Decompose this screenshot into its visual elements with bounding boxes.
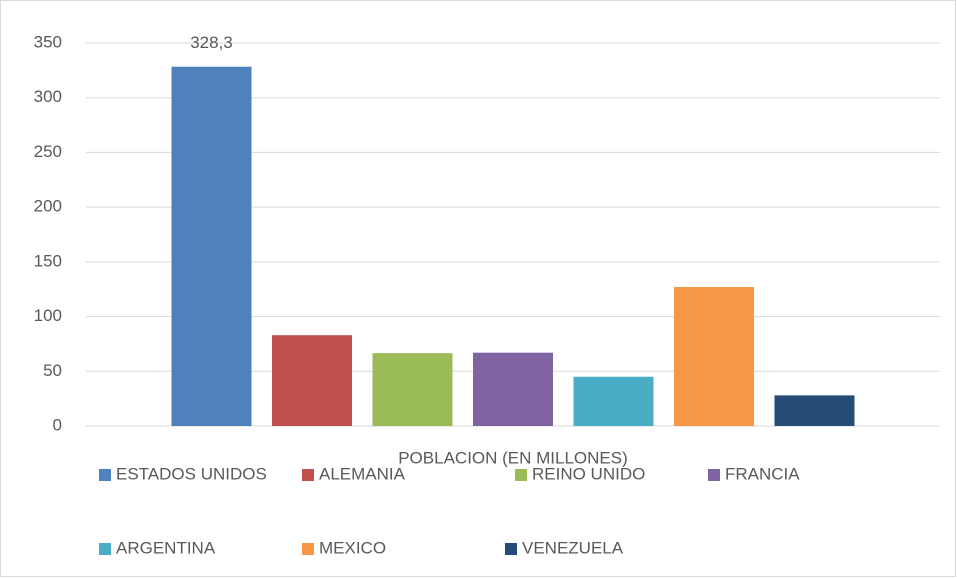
bar — [473, 352, 553, 426]
y-tick-label: 300 — [34, 87, 62, 106]
legend-swatch — [302, 543, 314, 555]
legend-label: ALEMANIA — [319, 464, 406, 483]
y-tick-label: 200 — [34, 197, 62, 216]
y-tick-label: 150 — [34, 251, 62, 270]
bar — [272, 335, 352, 426]
y-tick-label: 0 — [53, 415, 62, 434]
y-tick-label: 350 — [34, 32, 62, 51]
bar — [171, 66, 252, 426]
y-tick-label: 100 — [34, 306, 62, 325]
data-label: 328,3 — [190, 33, 233, 52]
legend-swatch — [302, 469, 314, 481]
legend-label: REINO UNIDO — [532, 464, 645, 483]
y-tick-label: 250 — [34, 142, 62, 161]
legend-label: MEXICO — [319, 538, 386, 557]
legend-swatch — [99, 469, 111, 481]
bar — [774, 395, 855, 426]
y-tick-label: 50 — [43, 361, 62, 380]
legend-label: ARGENTINA — [116, 538, 216, 557]
legend-swatch — [515, 469, 527, 481]
legend-label: FRANCIA — [725, 464, 800, 483]
legend-swatch — [708, 469, 720, 481]
legend-label: VENEZUELA — [522, 538, 624, 557]
bar — [674, 287, 754, 426]
legend-swatch — [505, 543, 517, 555]
bar — [573, 376, 654, 426]
legend-swatch — [99, 543, 111, 555]
x-tick-label: POBLACION (EN MILLONES) — [398, 448, 628, 467]
bar — [372, 353, 453, 426]
legend-label: ESTADOS UNIDOS — [116, 464, 267, 483]
